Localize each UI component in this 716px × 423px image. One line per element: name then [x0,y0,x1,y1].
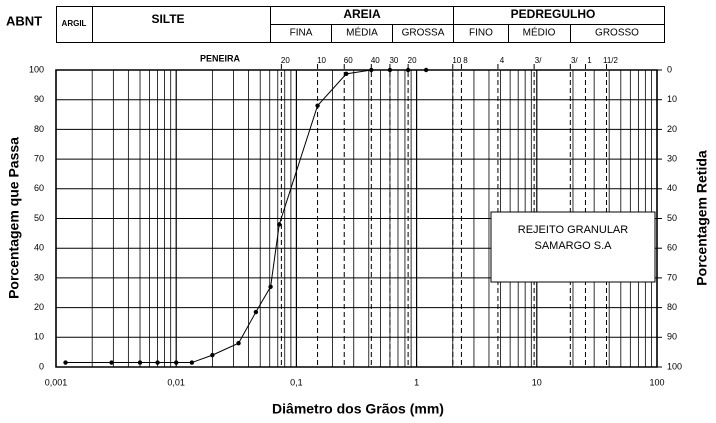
sieve-label: 10 [452,56,461,65]
sieve-label: 1 [587,56,592,65]
data-point [277,222,282,227]
header-sand-medium: MÉDIA [346,26,378,39]
y-tick-label: 30 [34,272,44,282]
data-point [63,360,68,365]
x-tick-label: 100 [649,377,664,387]
data-point [423,67,429,73]
y-tick-label: 0 [39,361,44,371]
header-clay: ARGIL [62,19,87,28]
sieve-label: 8 [463,56,468,65]
header-sand-fine: FINA [290,28,313,39]
sieve-label: 30 [389,56,398,65]
sieve-label: 3/ [535,56,542,65]
header-sand: AREIA [343,7,381,21]
data-point [268,284,273,290]
y2-tick-label: 80 [667,302,677,312]
plot-frame [55,69,658,368]
data-point [344,71,349,77]
x-axis-title: Diâmetro dos Grãos (mm) [272,401,444,417]
y-tick-label: 80 [34,124,44,134]
y2-tick-label: 0 [667,64,672,74]
data-point [315,103,320,108]
x-tick-label: 0,1 [290,377,303,387]
data-point [387,67,393,73]
header-silt: SILTE [151,12,184,26]
x-tick-label: 1 [414,377,419,387]
sieve-title: PENEIRA [200,53,241,63]
x-tick-label: 10 [532,377,542,387]
annotation-box [490,211,656,283]
y-axis-title: Porcentagem que Passa [6,137,22,299]
y-tick-label: 60 [34,183,44,193]
y-tick-label: 50 [34,213,44,223]
y-tick-label: 70 [34,153,44,163]
y2-tick-label: 90 [667,332,677,342]
y-tick-label: 100 [29,64,44,74]
y2-axis-title: Porcentagem Retida [694,150,710,286]
data-point [109,360,114,365]
y2-tick-label: 30 [667,153,677,163]
y-tick-label: 90 [34,94,44,104]
annotation-text: SAMARGO S.A [534,240,612,252]
sieve-label: 40 [371,56,380,65]
y2-tick-label: 40 [667,183,677,193]
y2-tick-label: 50 [667,213,677,223]
y2-tick-label: 70 [667,272,677,282]
data-point [155,360,160,365]
y2-tick-label: 60 [667,243,677,253]
sieve-label: 20 [281,56,290,65]
y-tick-label: 20 [34,302,44,312]
header-system: ABNT [6,13,42,28]
series-line [65,69,427,364]
header [56,6,665,43]
header-sand-coarse: GROSSA [402,28,445,39]
data-point [210,352,215,358]
sieve-label: 4 [500,56,505,65]
y2-tick-label: 100 [667,361,682,371]
y-tick-label: 10 [34,332,44,342]
sieve-label: 3/ [571,56,578,65]
data-point [253,309,259,315]
header-gravel-coarse: GROSSO [595,28,639,39]
data-point [174,360,179,365]
sieve-label: 60 [344,56,353,65]
x-tick-label: 0,001 [45,377,68,387]
annotation-text: REJEITO GRANULAR [518,224,628,236]
data-point [405,67,411,73]
data-point [137,360,143,365]
header-gravel: PEDREGULHO [511,7,596,21]
data-point [369,67,374,73]
data-point [189,360,195,365]
data-point [236,341,241,346]
y2-tick-label: 10 [667,94,677,104]
header-gravel-fine: FINO [469,28,493,39]
sieve-label: 11/2 [603,56,619,65]
y-tick-label: 40 [34,243,44,253]
sieve-label: 20 [408,56,417,65]
y2-tick-label: 20 [667,124,677,134]
x-tick-label: 0,01 [167,377,185,387]
header-gravel-medium: MÉDIO [523,26,556,39]
sieve-label: 10 [317,56,326,65]
